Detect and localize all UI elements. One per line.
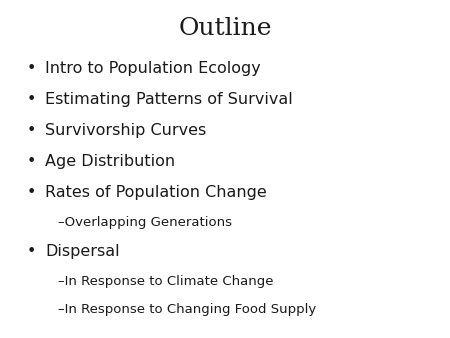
Text: Rates of Population Change: Rates of Population Change [45,185,267,200]
Text: –In Response to Climate Change: –In Response to Climate Change [58,275,274,288]
Text: •: • [27,185,36,200]
Text: Estimating Patterns of Survival: Estimating Patterns of Survival [45,92,293,107]
Text: Outline: Outline [178,17,272,40]
Text: Dispersal: Dispersal [45,244,120,259]
Text: –Overlapping Generations: –Overlapping Generations [58,216,233,229]
Text: Survivorship Curves: Survivorship Curves [45,123,206,138]
Text: •: • [27,123,36,138]
Text: Intro to Population Ecology: Intro to Population Ecology [45,61,261,76]
Text: •: • [27,154,36,169]
Text: Age Distribution: Age Distribution [45,154,175,169]
Text: •: • [27,244,36,259]
Text: •: • [27,92,36,107]
Text: –In Response to Changing Food Supply: –In Response to Changing Food Supply [58,303,317,316]
Text: •: • [27,61,36,76]
